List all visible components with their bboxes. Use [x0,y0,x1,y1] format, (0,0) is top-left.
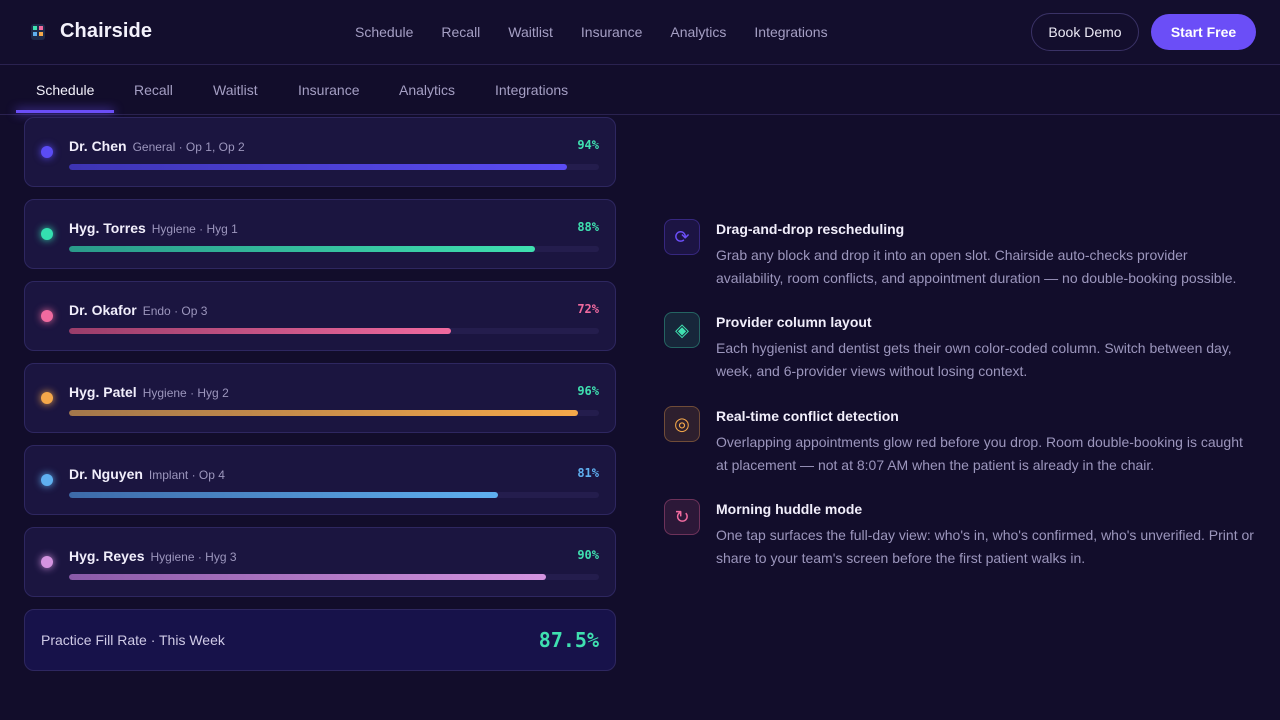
provider-meta: Hygiene · Hyg 2 [142,386,229,400]
fill-track [69,164,599,170]
fill-track [69,246,599,252]
provider-color-dot [41,310,53,322]
fill-bar [69,410,578,416]
provider-card[interactable]: Hyg. Reyes Hygiene · Hyg 3 90% [24,527,616,597]
summary-label: Practice Fill Rate · This Week [41,632,225,648]
provider-name: Hyg. Torres Hygiene · Hyg 1 [69,220,238,236]
feature-title: Real-time conflict detection [716,408,899,424]
topnav-recall[interactable]: Recall [441,24,481,40]
tab-analytics[interactable]: Analytics [399,81,456,98]
provider-name: Dr. Okafor Endo · Op 3 [69,302,208,318]
provider-name: Dr. Chen General · Op 1, Op 2 [69,138,245,154]
brand-logo[interactable]: Chairside [28,20,152,43]
provider-color-dot [41,392,53,404]
brand-name: Chairside [60,20,153,42]
tab-waitlist[interactable]: Waitlist [213,81,258,98]
tab-schedule[interactable]: Schedule [36,81,95,98]
book-demo-button[interactable]: Book Demo [1031,13,1139,51]
fill-bar [69,246,536,252]
feature-description: Each hygienist and dentist gets their ow… [716,340,1232,379]
provider-card[interactable]: Dr. Chen General · Op 1, Op 2 94% [24,117,616,187]
tab-bar: Schedule Recall Waitlist Insurance Analy… [0,65,1280,115]
provider-color-dot [41,146,53,158]
active-tab-indicator [16,110,114,113]
fill-bar [69,328,451,334]
feature-title: Drag-and-drop rescheduling [716,221,905,237]
start-free-button[interactable]: Start Free [1151,14,1256,50]
cycle-icon: ↻ [664,499,700,535]
provider-fill-percent: 72% [577,302,599,316]
top-bar: Chairside Schedule Recall Waitlist Insur… [0,0,1280,65]
practice-fill-rate-summary: Practice Fill Rate · This Week 87.5% [24,609,616,671]
tooth-icon [28,22,48,42]
provider-fill-percent: 90% [577,548,599,562]
topnav-schedule[interactable]: Schedule [355,24,414,40]
provider-name: Hyg. Reyes Hygiene · Hyg 3 [69,548,237,564]
provider-color-dot [41,228,53,240]
diamond-icon: ◈ [664,312,700,348]
topnav-waitlist[interactable]: Waitlist [508,24,553,40]
provider-card[interactable]: Hyg. Patel Hygiene · Hyg 2 96% [24,363,616,433]
fill-bar [69,164,568,170]
provider-card[interactable]: Dr. Nguyen Implant · Op 4 81% [24,445,616,515]
fill-track [69,492,599,498]
provider-fill-percent: 88% [577,220,599,234]
top-nav: Schedule Recall Waitlist Insurance Analy… [355,0,856,64]
feature-description: One tap surfaces the full-day view: who'… [716,527,1254,566]
provider-card[interactable]: Dr. Okafor Endo · Op 3 72% [24,281,616,351]
refresh-icon: ⟳ [664,219,700,255]
provider-name: Dr. Nguyen Implant · Op 4 [69,466,225,482]
fill-bar [69,492,499,498]
provider-meta: Endo · Op 3 [142,304,208,318]
tab-integrations[interactable]: Integrations [495,81,569,98]
fill-track [69,328,599,334]
target-icon: ◎ [664,406,700,442]
provider-fill-percent: 81% [577,466,599,480]
feature-description: Overlapping appointments glow red before… [716,434,1243,473]
provider-color-dot [41,474,53,486]
feature-title: Morning huddle mode [716,501,863,517]
provider-meta: General · Op 1, Op 2 [132,140,245,154]
provider-meta: Hygiene · Hyg 1 [151,222,238,236]
feature-description: Grab any block and drop it into an open … [716,247,1237,286]
topnav-integrations[interactable]: Integrations [754,24,828,40]
provider-color-dot [41,556,53,568]
topnav-analytics[interactable]: Analytics [670,24,727,40]
fill-track [69,410,599,416]
provider-fill-percent: 96% [577,384,599,398]
provider-card[interactable]: Hyg. Torres Hygiene · Hyg 1 88% [24,199,616,269]
feature-title: Provider column layout [716,314,872,330]
fill-track [69,574,599,580]
fill-bar [69,574,546,580]
provider-name: Hyg. Patel Hygiene · Hyg 2 [69,384,229,400]
topnav-insurance[interactable]: Insurance [580,24,643,40]
provider-fill-percent: 94% [577,138,599,152]
provider-meta: Implant · Op 4 [148,468,225,482]
provider-meta: Hygiene · Hyg 3 [150,550,237,564]
tab-insurance[interactable]: Insurance [298,81,360,98]
tab-recall[interactable]: Recall [134,81,173,98]
summary-value: 87.5% [538,628,599,652]
